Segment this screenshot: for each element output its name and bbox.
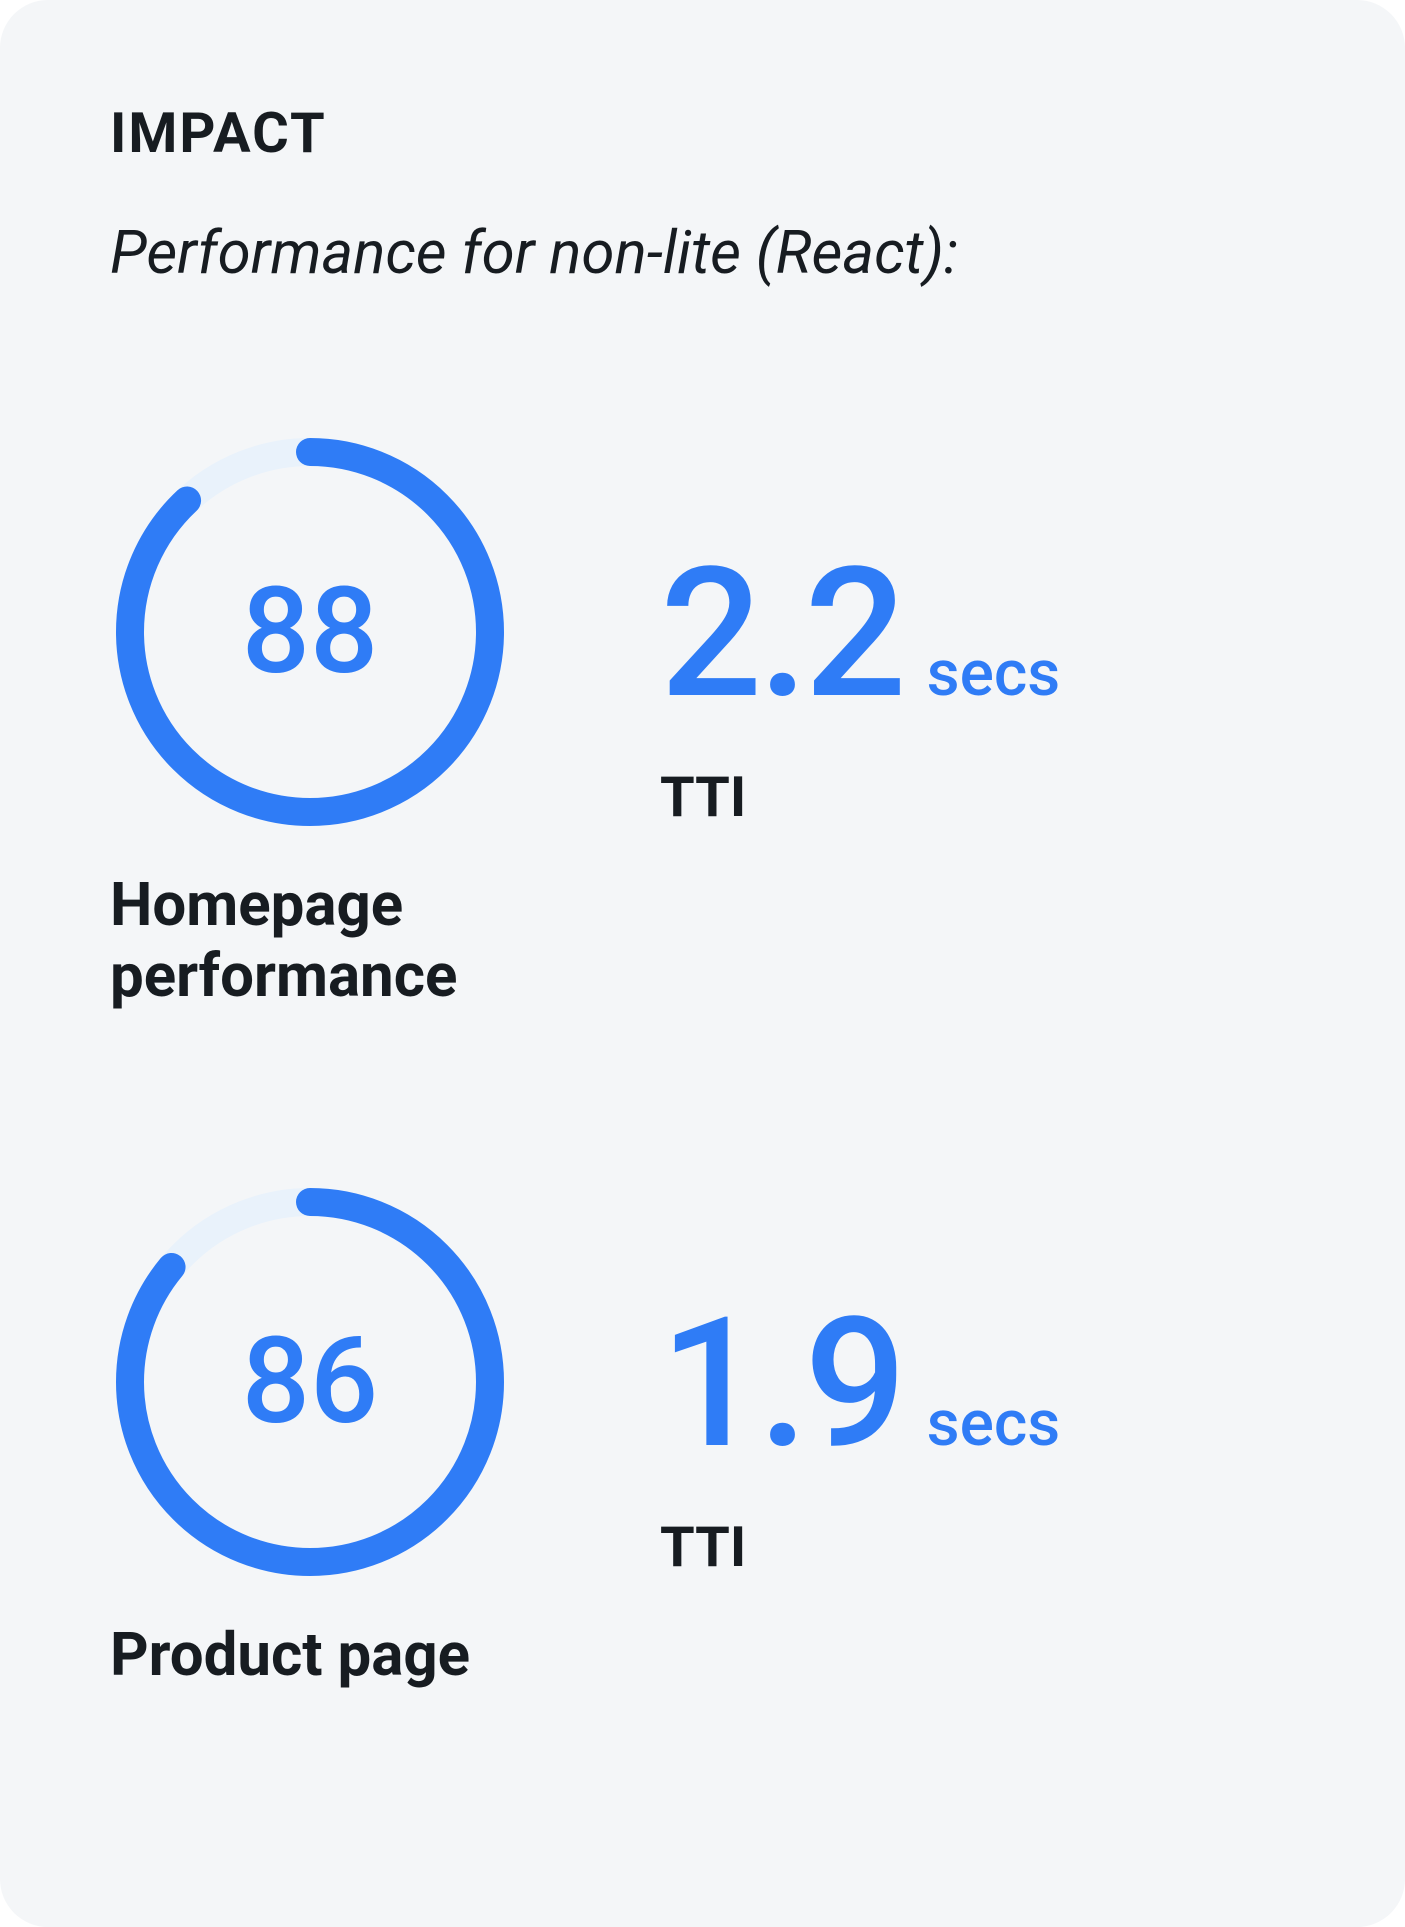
tti-value-product: 1.9 xyxy=(660,1294,903,1474)
metrics-container: 88 Homepage performance 2.2 secs TTI xyxy=(110,432,1295,1690)
tti-value-homepage: 2.2 xyxy=(660,544,903,724)
card-subheading: Performance for non-lite (React): xyxy=(110,214,1295,292)
tti-unit-product: secs xyxy=(927,1386,1061,1461)
tti-block-homepage: 2.2 secs TTI xyxy=(660,432,1060,830)
metric-row-product: 86 Product page 1.9 secs TTI xyxy=(110,1182,1295,1691)
metric-row-homepage: 88 Homepage performance 2.2 secs TTI xyxy=(110,432,1295,1012)
impact-card: IMPACT Performance for non-lite (React):… xyxy=(0,0,1405,1927)
gauge-value-product: 86 xyxy=(110,1182,510,1582)
gauge-label-homepage: Homepage performance xyxy=(110,870,550,1012)
tti-block-product: 1.9 secs TTI xyxy=(660,1182,1060,1580)
performance-gauge-product: 86 xyxy=(110,1182,510,1582)
tti-label-product: TTI xyxy=(660,1514,1060,1580)
gauge-value-homepage: 88 xyxy=(110,432,510,832)
gauge-block-homepage: 88 Homepage performance xyxy=(110,432,550,1012)
gauge-block-product: 86 Product page xyxy=(110,1182,550,1691)
tti-unit-homepage: secs xyxy=(927,636,1061,711)
tti-label-homepage: TTI xyxy=(660,764,1060,830)
tti-value-row: 2.2 secs xyxy=(660,544,1060,724)
tti-value-row: 1.9 secs xyxy=(660,1294,1060,1474)
card-heading: IMPACT xyxy=(110,100,1295,166)
performance-gauge-homepage: 88 xyxy=(110,432,510,832)
gauge-label-product: Product page xyxy=(110,1620,470,1691)
